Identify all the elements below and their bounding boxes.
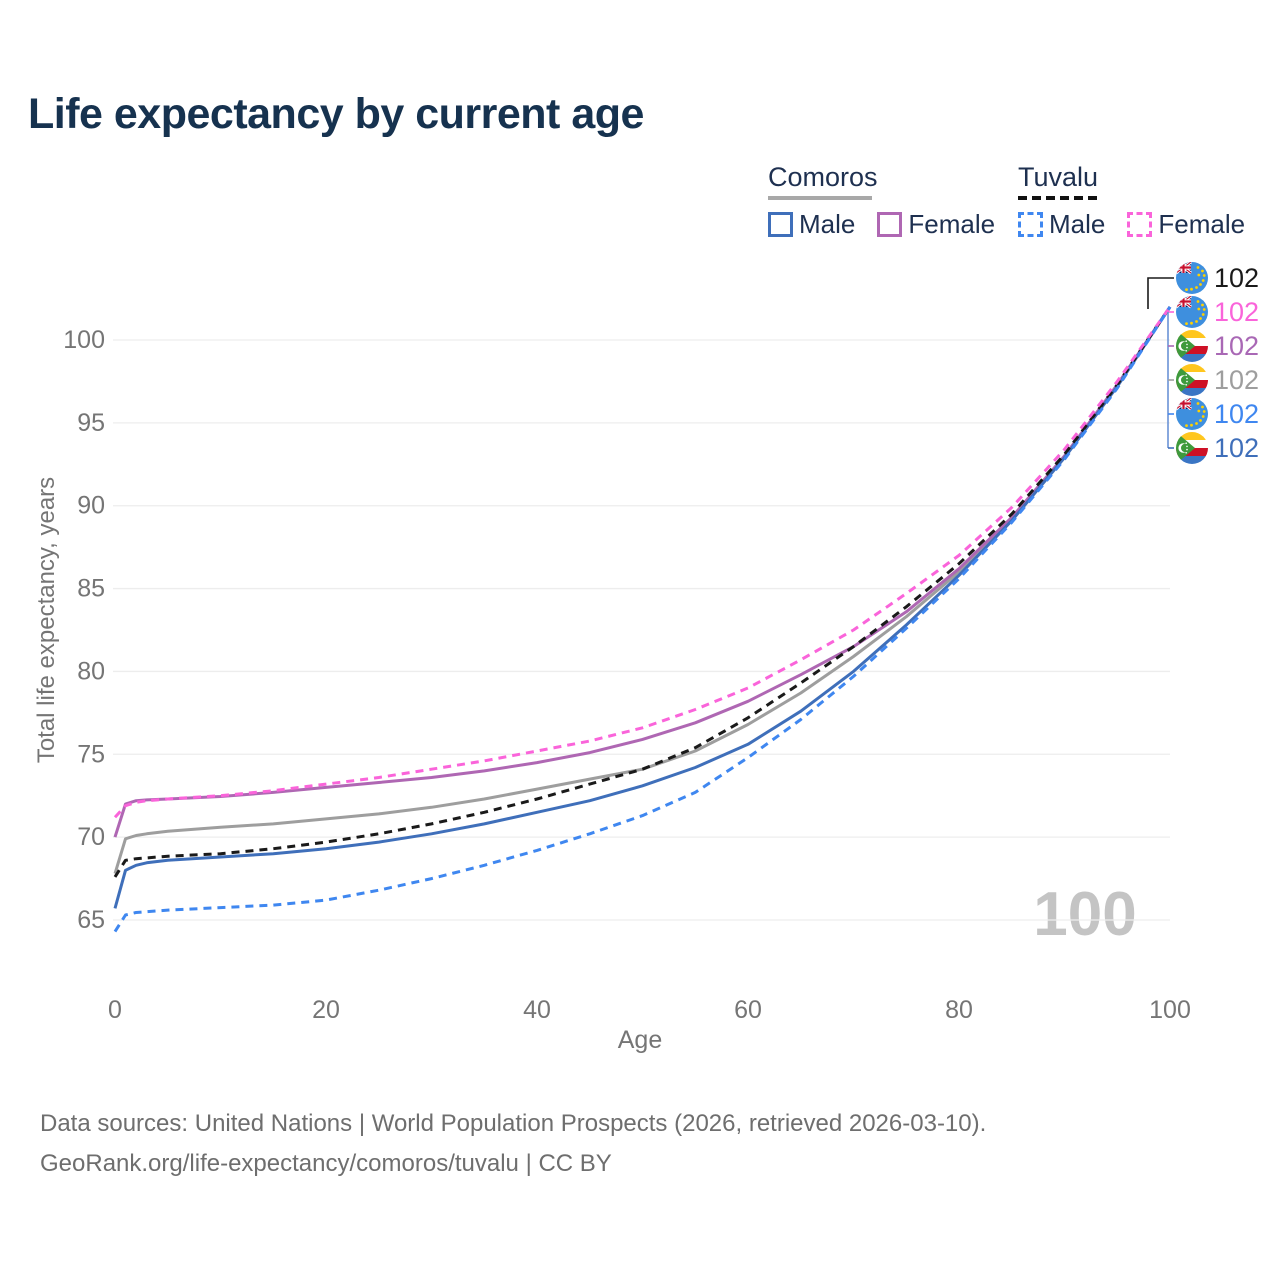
series-tuvalu-total — [113, 306, 1172, 878]
legend-item-tuvalu-female: Female — [1127, 209, 1245, 240]
legend-item-comoros-male: Male — [768, 209, 855, 240]
tuvalu-flag-icon — [1176, 262, 1208, 294]
comoros-female-swatch-icon — [877, 212, 903, 237]
x-tick-label: 80 — [945, 996, 973, 1024]
end-value: 102 — [1214, 432, 1260, 463]
end-value: 102 — [1214, 296, 1260, 327]
y-tick-label: 80 — [77, 657, 105, 685]
tuvalu-male-swatch-icon — [1018, 212, 1043, 237]
y-tick-label: 90 — [77, 492, 105, 520]
comoros-flag-icon — [1176, 364, 1208, 396]
end-label-tuvalu-male: 102 — [1176, 398, 1259, 430]
data-series-lines — [113, 306, 1172, 933]
tuvalu-female-swatch-icon — [1127, 212, 1153, 237]
legend-group-tuvalu: Tuvalu Male Female — [1018, 162, 1267, 240]
footer-sources: Data sources: United Nations | World Pop… — [40, 1110, 987, 1137]
tuvalu-flag-icon — [1176, 398, 1208, 430]
comoros-male-swatch-icon — [768, 212, 793, 237]
y-tick-label: 65 — [77, 906, 105, 934]
legend: Comoros Male Female Tuvalu Male — [768, 162, 1268, 242]
end-label-comoros-female: 102 — [1176, 330, 1259, 362]
end-label-tuvalu-total: 102 — [1176, 262, 1259, 294]
tuvalu-dashed-line-sample — [1018, 196, 1100, 200]
y-tick-label: 70 — [77, 823, 105, 851]
x-tick-label: 60 — [734, 996, 762, 1024]
legend-label: Male — [1049, 209, 1106, 239]
y-tick-label: 100 — [63, 326, 105, 354]
footer-attribution: GeoRank.org/life-expectancy/comoros/tuva… — [40, 1150, 612, 1177]
tuvalu-flag-icon — [1176, 398, 1208, 430]
legend-header-tuvalu: Tuvalu — [1018, 162, 1099, 192]
page-title: Life expectancy by current age — [28, 90, 644, 138]
comoros-flag-icon — [1176, 330, 1208, 362]
end-value: 102 — [1214, 398, 1260, 429]
comoros-flag-icon — [1176, 364, 1208, 396]
x-tick-label: 40 — [523, 996, 551, 1024]
series-comoros-male — [113, 306, 1172, 909]
legend-header-comoros: Comoros — [768, 162, 878, 192]
legend-group-comoros: Comoros Male Female — [768, 162, 1017, 240]
x-tick-label: 0 — [108, 996, 122, 1024]
gridlines — [113, 339, 1170, 921]
legend-label: Female — [1158, 209, 1246, 239]
series-tuvalu-female — [113, 306, 1172, 819]
legend-label: Male — [799, 209, 856, 239]
legend-item-tuvalu-male: Male — [1018, 209, 1105, 240]
comoros-flag-icon — [1176, 330, 1208, 362]
x-axis-title: Age — [617, 1026, 663, 1054]
y-tick-label: 95 — [77, 409, 105, 437]
y-tick-label: 75 — [77, 740, 105, 768]
x-tick-labels: 0 20 40 60 80 100 — [108, 996, 1191, 1024]
end-label-comoros-male: 102 — [1176, 432, 1259, 464]
tuvalu-flag-icon — [1176, 296, 1208, 328]
comoros-flag-icon — [1176, 432, 1208, 464]
end-label-tuvalu-female: 102 — [1176, 296, 1259, 328]
comoros-flag-icon — [1176, 432, 1208, 464]
series-comoros-female — [113, 306, 1172, 838]
end-value: 102 — [1214, 364, 1260, 395]
end-label-comoros-total: 102 — [1176, 364, 1259, 396]
series-tuvalu-male — [113, 306, 1172, 933]
series-comoros-total — [113, 306, 1172, 875]
end-value: 102 — [1214, 330, 1260, 361]
tuvalu-flag-icon — [1176, 296, 1208, 328]
end-value: 102 — [1214, 262, 1260, 293]
leader-lines — [1147, 277, 1174, 449]
x-tick-label: 20 — [312, 996, 340, 1024]
legend-item-comoros-female: Female — [877, 209, 995, 240]
tuvalu-flag-icon — [1176, 262, 1208, 294]
y-tick-label: 85 — [77, 575, 105, 603]
x-tick-label: 100 — [1149, 996, 1191, 1024]
y-tick-labels: 65 70 75 80 85 90 95 100 — [63, 326, 105, 934]
comoros-solid-line-sample — [768, 196, 872, 200]
watermark-100: 100 — [1033, 880, 1136, 949]
legend-label: Female — [908, 209, 996, 239]
